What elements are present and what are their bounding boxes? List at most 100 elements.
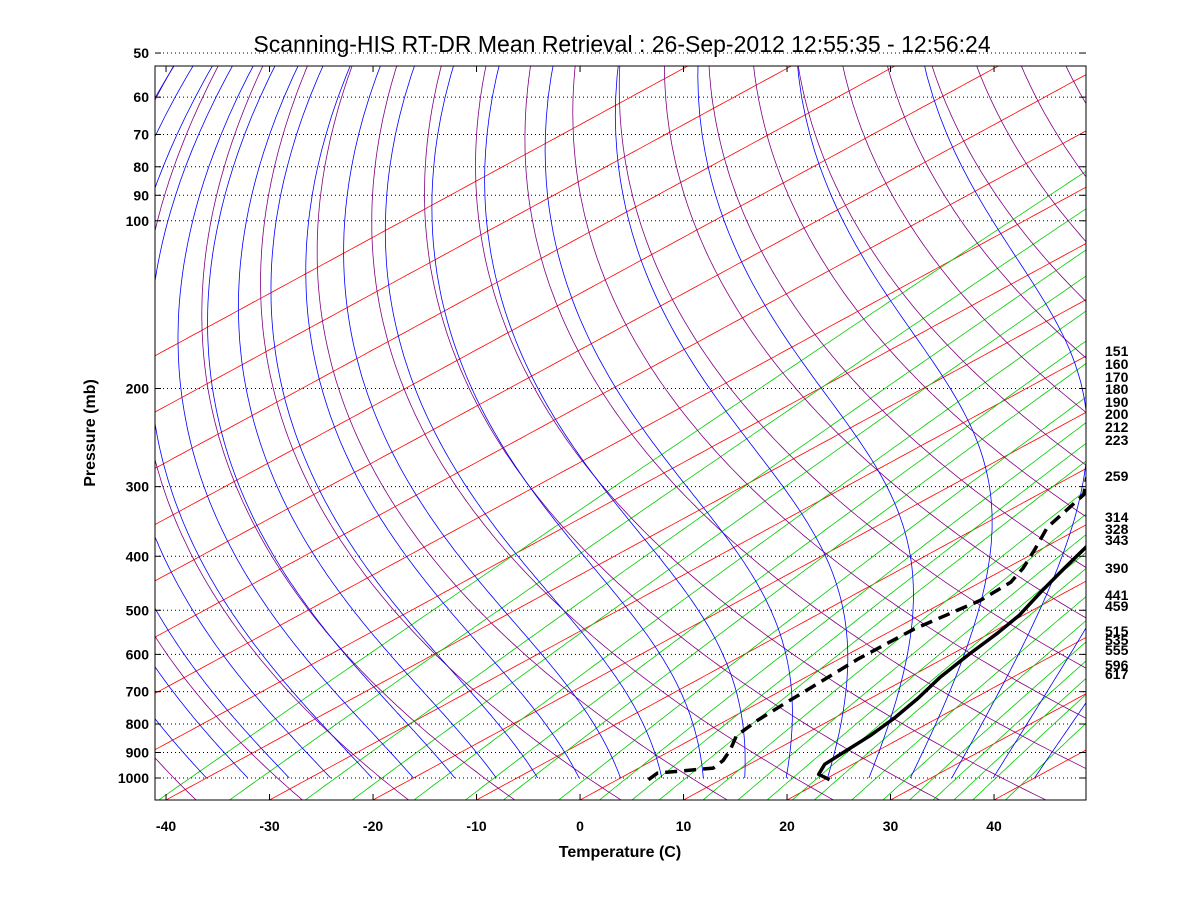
- right-height-label: 535: [1105, 632, 1129, 648]
- mixing-ratio-line: [813, 568, 1086, 800]
- dry-adiabat-line: [1020, 66, 1086, 178]
- temperature-profile-line: [816, 544, 1086, 782]
- y-tick-label: 60: [133, 89, 149, 105]
- right-height-label: 259: [1105, 468, 1129, 484]
- y-tick-label: 400: [126, 548, 150, 564]
- plot-frame: [154, 65, 1087, 801]
- right-height-label: 328: [1105, 521, 1129, 537]
- y-tick-label: 80: [133, 159, 149, 175]
- dry-adiabat-line: [708, 66, 1086, 568]
- moist-adiabat-line: [484, 66, 746, 779]
- y-axis-label: Pressure (mb): [82, 379, 99, 487]
- right-height-label: 180: [1105, 381, 1129, 397]
- y-tick-label: 50: [133, 45, 149, 61]
- x-tick-label: 0: [576, 818, 584, 834]
- right-height-label: 596: [1105, 657, 1129, 673]
- isotherm-line: [372, 411, 1086, 800]
- right-height-label: 459: [1105, 598, 1129, 614]
- moist-adiabat-line: [155, 66, 249, 779]
- profile-series: [647, 476, 1086, 782]
- right-height-label: 200: [1105, 406, 1129, 422]
- mixing-ratio-line: [158, 170, 1086, 800]
- x-tick-label: -40: [156, 818, 176, 834]
- moist-adiabat-line: [343, 66, 621, 779]
- right-height-label: 223: [1105, 432, 1129, 448]
- dry-adiabat-line: [424, 66, 941, 800]
- right-height-label: 390: [1105, 560, 1129, 576]
- x-tick-label: -20: [363, 818, 383, 834]
- thermodynamic-background-lines: [155, 66, 1086, 800]
- dry-adiabat-line: [316, 66, 729, 800]
- dry-adiabat-line: [572, 66, 1086, 719]
- y-tick-label: 200: [126, 381, 150, 397]
- x-tick-label: 40: [986, 818, 1002, 834]
- moist-adiabat-line: [697, 66, 914, 779]
- moist-adiabat-line: [992, 627, 1086, 779]
- moist-adiabat-line: [207, 66, 456, 779]
- dry-adiabat-line: [753, 66, 1086, 518]
- mixing-ratio-line: [766, 534, 1086, 800]
- isotherm-line: [579, 524, 1086, 800]
- right-height-label: 170: [1105, 369, 1129, 385]
- x-axis-ticks: -40 -30 -20 -10 0 10 20 30 40: [156, 66, 1002, 834]
- right-height-label: 151: [1105, 343, 1129, 359]
- right-height-label: 314: [1105, 509, 1129, 525]
- right-height-label: 212: [1105, 419, 1129, 435]
- moist-adiabat-line: [924, 66, 1086, 779]
- isotherm-line: [155, 130, 1086, 638]
- moist-adiabat-line: [431, 66, 704, 779]
- right-height-label: 343: [1105, 532, 1129, 548]
- y-tick-label: 700: [126, 684, 150, 700]
- y-axis-ticks: 50 60 70 80 90 100 200 300 400 500 600 700 800 900 100…: [118, 45, 1086, 786]
- mixing-ratio-line: [631, 442, 1086, 800]
- isotherm-line: [155, 66, 793, 413]
- moist-adiabat-line: [1034, 702, 1086, 779]
- moist-adiabat-line: [155, 66, 290, 779]
- x-axis-label: Temperature (C): [559, 844, 681, 861]
- dry-adiabat-line: [664, 66, 1086, 619]
- y-tick-label: 1000: [118, 770, 149, 786]
- moist-adiabat-line: [384, 66, 663, 779]
- x-tick-label: -30: [259, 818, 279, 834]
- y-tick-label: 90: [133, 187, 149, 203]
- dry-adiabat-line: [842, 66, 1086, 413]
- y-tick-label: 70: [133, 126, 149, 142]
- moist-adiabat-line: [797, 66, 993, 779]
- isotherm-line: [786, 636, 1086, 800]
- isotherm-line: [155, 66, 1000, 526]
- mixing-ratio-line: [598, 422, 1086, 800]
- y-tick-label: 900: [126, 745, 150, 761]
- isotherm-line: [155, 66, 689, 357]
- moist-adiabat-line: [177, 66, 414, 779]
- right-height-label: 555: [1105, 642, 1129, 658]
- y-tick-label: 600: [126, 646, 150, 662]
- mixing-ratio-line: [909, 641, 1086, 800]
- dry-adiabat-line: [371, 66, 835, 800]
- moist-adiabat-line: [155, 66, 373, 779]
- dry-adiabat-line: [931, 66, 1086, 302]
- moist-adiabat-line: [544, 66, 793, 779]
- isotherm-line: [155, 74, 1086, 582]
- mixing-ratio-line: [464, 340, 1086, 800]
- y-tick-label: 500: [126, 602, 150, 618]
- isotherm-line: [165, 299, 1086, 800]
- moist-adiabat-line: [155, 66, 331, 779]
- y-tick-label: 300: [126, 479, 150, 495]
- moist-adiabat-line: [155, 66, 207, 779]
- y-tick-label: 100: [126, 213, 150, 229]
- x-tick-label: -10: [466, 818, 486, 834]
- dry-adiabat-line: [976, 66, 1086, 243]
- isotherm-line: [155, 243, 1086, 751]
- mixing-ratio-line: [702, 489, 1086, 800]
- right-height-label: 617: [1105, 666, 1129, 682]
- mixing-ratio-line: [558, 396, 1086, 800]
- mixing-ratio-line: [351, 275, 1086, 800]
- right-height-label: 515: [1105, 623, 1129, 639]
- mixing-ratio-line: [851, 596, 1086, 800]
- dry-adiabat-line: [475, 66, 1047, 800]
- dry-adiabat-line: [155, 66, 410, 800]
- moist-adiabat-line: [614, 66, 849, 779]
